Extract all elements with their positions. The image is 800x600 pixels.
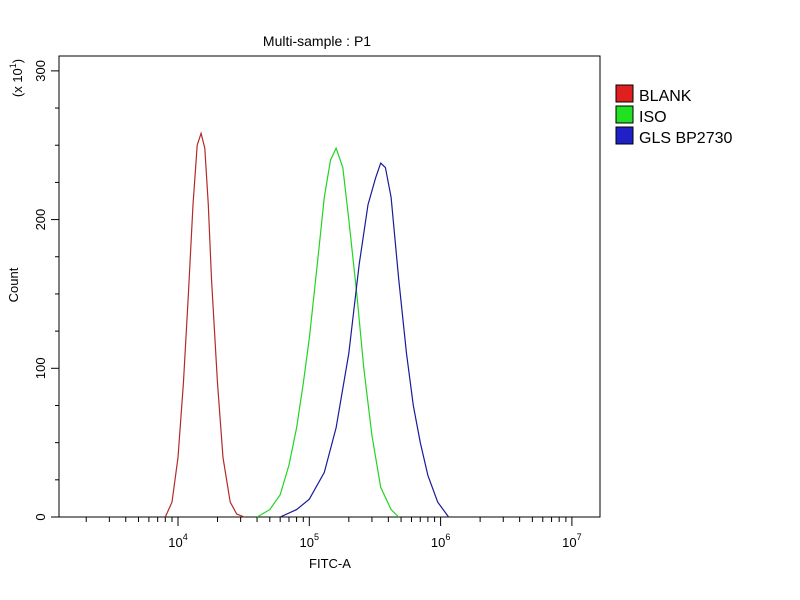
- series-line-blank: [164, 131, 245, 518]
- legend-swatch-gls: [615, 126, 634, 145]
- y-multiplier-label: (x 101): [8, 59, 25, 97]
- series-line-iso: [256, 146, 400, 518]
- plot-area: [58, 55, 601, 518]
- y-tick-label: 0: [33, 513, 48, 520]
- y-axis-label: Count: [6, 267, 21, 302]
- legend-label-iso: ISO: [639, 109, 667, 126]
- x-tick-label: 107: [562, 532, 581, 550]
- y-tick-label: 100: [33, 357, 48, 379]
- y-tick-label: 300: [33, 60, 48, 82]
- legend: BLANK ISO GLS BP2730: [615, 84, 733, 147]
- x-tick-label: 104: [168, 532, 187, 550]
- x-tick-label: 106: [431, 532, 450, 550]
- legend-label-gls: GLS BP2730: [639, 130, 733, 147]
- x-axis-label: FITC-A: [309, 556, 351, 571]
- legend-swatch-iso: [615, 105, 634, 124]
- y-tick-label: 200: [33, 209, 48, 231]
- legend-swatch-blank: [615, 84, 634, 103]
- x-tick-label: 105: [300, 532, 319, 550]
- series-line-gls-bp2730: [279, 162, 450, 518]
- chart-title: Multi-sample : P1: [263, 33, 371, 49]
- legend-label-blank: BLANK: [639, 88, 692, 105]
